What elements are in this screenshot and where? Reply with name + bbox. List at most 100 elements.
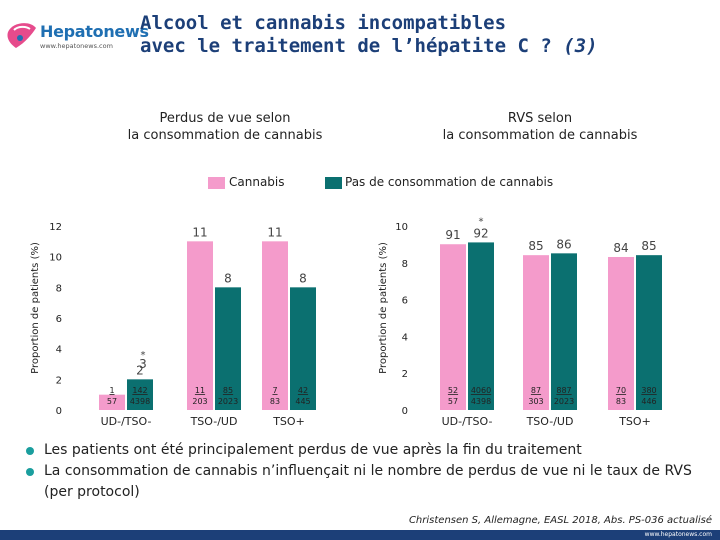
legend-label-no-cannabis: Pas de consommation de cannabis xyxy=(345,175,554,189)
legend-label-cannabis: Cannabis xyxy=(229,175,285,189)
chart-1-ytick-label: 8 xyxy=(402,259,408,270)
chart-1-N-label: 4398 xyxy=(471,397,491,406)
chart-1-N-label: 83 xyxy=(616,397,626,406)
chart-0-annotation-value: 3 xyxy=(139,357,147,371)
chart-0-N-label: 203 xyxy=(192,397,207,406)
chart-0-N-label: 2023 xyxy=(218,397,238,406)
chart-1-bar xyxy=(636,255,662,410)
citation: Christensen S, Allemagne, EASL 2018, Abs… xyxy=(408,515,712,526)
chart-0-n-label: 11 xyxy=(195,386,205,395)
left-chart-title-line-2: la consommation de cannabis xyxy=(127,128,323,143)
chart-1-category-label: TSO+ xyxy=(618,415,651,428)
chart-0-ytick-label: 6 xyxy=(56,314,62,325)
chart-0-bar xyxy=(290,287,316,410)
chart-0-ylabel: Proportion de patients (%) xyxy=(30,242,41,374)
chart-0-bar xyxy=(187,241,213,410)
logo-url: www.hepatonews.com xyxy=(40,42,113,50)
bullet-text-2: La consommation de cannabis n’influençai… xyxy=(44,463,692,500)
chart-1-bar xyxy=(523,255,549,410)
chart-0-ytick-label: 2 xyxy=(56,375,62,386)
legend-swatch-cannabis xyxy=(208,177,225,189)
logo-text: Hepatonews xyxy=(40,22,149,41)
chart-1-category-label: UD-/TSO- xyxy=(442,415,493,428)
chart-0-n-label: 142 xyxy=(132,386,147,395)
chart-0-bar-value-label: 8 xyxy=(224,271,232,285)
chart-1-N-label: 57 xyxy=(448,397,458,406)
title-line-2: avec le traitement de l’hépatite C ? xyxy=(140,35,564,57)
bullet-text-1: Les patients ont été principalement perd… xyxy=(44,442,582,458)
chart-0-category-label: TSO-/UD xyxy=(190,415,238,428)
chart-1-ytick-label: 4 xyxy=(402,332,408,343)
chart-1-n-label: 70 xyxy=(616,386,626,395)
chart-0-N-label: 57 xyxy=(107,397,117,406)
bullet-dot-icon xyxy=(26,447,34,455)
right-chart-title-line-1: RVS selon xyxy=(507,111,573,126)
chart-0-category-label: TSO+ xyxy=(272,415,305,428)
chart-0-ytick-label: 12 xyxy=(49,222,62,233)
legend-swatch-no-cannabis xyxy=(325,177,342,189)
chart-0-ytick-label: 0 xyxy=(56,406,62,417)
chart-0-annotation-star: * xyxy=(141,350,146,361)
right-chart-title: RVS selon la consommation de cannabis xyxy=(415,110,665,144)
bullet-item-2: La consommation de cannabis n’influençai… xyxy=(24,461,714,503)
chart-0-ytick-label: 4 xyxy=(56,345,62,356)
chart-1-ytick-label: 6 xyxy=(402,296,408,307)
chart-1-annotation-star: * xyxy=(479,216,484,227)
chart-0-bar xyxy=(262,241,288,410)
chart-0-N-label: 445 xyxy=(295,397,310,406)
charts-svg: Proportion de patients (%) 0 2 4 6 8 10 12 1 57 2 1… xyxy=(30,216,662,428)
chart-0-ytick-label: 8 xyxy=(56,283,62,294)
bullet-dot-icon xyxy=(26,468,34,476)
right-chart-title-line-2: la consommation de cannabis xyxy=(442,128,638,143)
footer-site: www.hepatonews.com xyxy=(644,531,712,538)
chart-1-ytick-label: 0 xyxy=(402,406,408,417)
chart-0-bar xyxy=(127,379,153,410)
chart-1-bar-value-label: 84 xyxy=(613,241,628,255)
chart-1-N-label: 2023 xyxy=(554,397,574,406)
chart-1-N-label: 446 xyxy=(641,397,656,406)
chart-1-bar-value-label: 85 xyxy=(641,239,656,253)
chart-1-bar-value-label: 92 xyxy=(473,226,488,240)
chart-1-N-label: 303 xyxy=(528,397,543,406)
chart-1-bar-value-label: 91 xyxy=(445,228,460,242)
chart-0-n-label: 7 xyxy=(272,386,277,395)
chart-1-bar-value-label: 86 xyxy=(556,237,571,251)
bullet-list: Les patients ont été principalement perd… xyxy=(24,440,714,503)
chart-1-bar xyxy=(440,244,466,410)
chart-0-n-label: 85 xyxy=(223,386,233,395)
chart-1-bar-value-label: 85 xyxy=(528,239,543,253)
chart-1-n-label: 380 xyxy=(641,386,656,395)
bullet-item-1: Les patients ont été principalement perd… xyxy=(24,440,714,461)
chart-1-n-label: 87 xyxy=(531,386,541,395)
left-chart-title-line-1: Perdus de vue selon xyxy=(159,111,291,126)
chart-0-ytick-label: 10 xyxy=(49,253,62,264)
liver-logo-icon xyxy=(7,23,37,48)
bottom-bar xyxy=(0,530,720,540)
chart-1-n-label: 4060 xyxy=(471,386,491,395)
chart-0-bar-value-label: 11 xyxy=(267,225,282,239)
chart-1-category-label: TSO-/UD xyxy=(526,415,574,428)
chart-1-ylabel: Proportion de patients (%) xyxy=(378,242,389,374)
chart-0-category-label: UD-/TSO- xyxy=(101,415,152,428)
chart-0-N-label: 83 xyxy=(270,397,280,406)
chart-1-bar xyxy=(608,256,634,410)
chart-0-bar xyxy=(99,394,125,410)
chart-0-n-label: 42 xyxy=(298,386,308,395)
chart-1-bar xyxy=(551,253,577,410)
chart-0-bar xyxy=(215,287,241,410)
chart-0-bar-value-label: 8 xyxy=(299,271,307,285)
chart-0-n-label: 1 xyxy=(109,386,114,395)
logo: Hepatonews www.hepatonews.com xyxy=(6,20,149,60)
chart-1-ytick-label: 2 xyxy=(402,369,408,380)
chart-0-bar-value-label: 11 xyxy=(192,225,207,239)
left-chart-title: Perdus de vue selon la consommation de c… xyxy=(100,110,350,144)
chart-1-n-label: 52 xyxy=(448,386,458,395)
title-line-1: Alcool et cannabis incompatibles xyxy=(140,12,507,34)
page-title: Alcool et cannabis incompatibles avec le… xyxy=(140,12,598,58)
chart-0-bar-value-label: 2 xyxy=(136,363,144,377)
chart-1-n-label: 887 xyxy=(556,386,571,395)
chart-0-N-label: 4398 xyxy=(130,397,150,406)
chart-1-ytick-label: 10 xyxy=(395,222,408,233)
chart-1-bar xyxy=(468,242,494,410)
title-suffix: (3) xyxy=(563,35,598,57)
